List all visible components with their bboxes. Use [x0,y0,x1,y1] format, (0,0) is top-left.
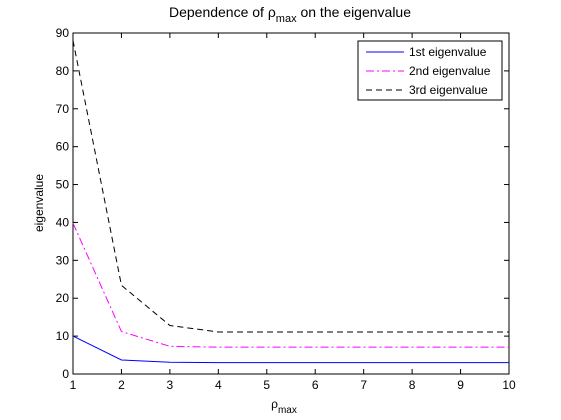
x-tick-label: 6 [312,378,319,392]
chart-title: Dependence of ρmax on the eigenvalue [169,4,411,25]
x-tick-label: 4 [215,378,222,392]
y-tick-label: 50 [56,178,70,192]
x-tick-label: 2 [118,378,125,392]
series-line-3rd-eigenvalue [72,40,509,333]
series-lines [72,40,509,364]
x-tick-label: 8 [409,378,416,392]
series-line-1st-eigenvalue [72,335,509,364]
series-line-2nd-eigenvalue [72,222,509,348]
y-tick-label: 20 [56,291,70,305]
y-tick-label: 10 [56,329,70,343]
x-tick-label: 3 [167,378,174,392]
y-tick-label: 40 [56,215,70,229]
x-tick-label: 9 [457,378,464,392]
y-tick-label: 90 [56,26,70,40]
legend-label-1st-eigenvalue: 1st eigenvalue [409,45,487,59]
y-axis-ticks: 0 10 20 30 40 50 60 70 80 90 [56,26,509,381]
y-axis-label: eigenvalue [32,174,46,232]
x-tick-label: 10 [502,378,516,392]
y-tick-label: 60 [56,140,70,154]
x-axis-ticks: 1 2 3 4 5 6 7 8 9 10 [70,33,516,392]
y-tick-label: 30 [56,253,70,267]
x-tick-label: 7 [360,378,367,392]
x-tick-label: 5 [263,378,270,392]
x-tick-label: 1 [70,378,77,392]
legend-label-3rd-eigenvalue: 3rd eigenvalue [409,83,488,97]
y-tick-label: 80 [56,64,70,78]
y-tick-label: 0 [62,367,69,381]
legend-label-2nd-eigenvalue: 2nd eigenvalue [409,64,491,78]
legend: 1st eigenvalue 2nd eigenvalue 3rd eigenv… [357,40,503,101]
y-tick-label: 70 [56,102,70,116]
x-axis-label: ρmax [271,397,297,416]
